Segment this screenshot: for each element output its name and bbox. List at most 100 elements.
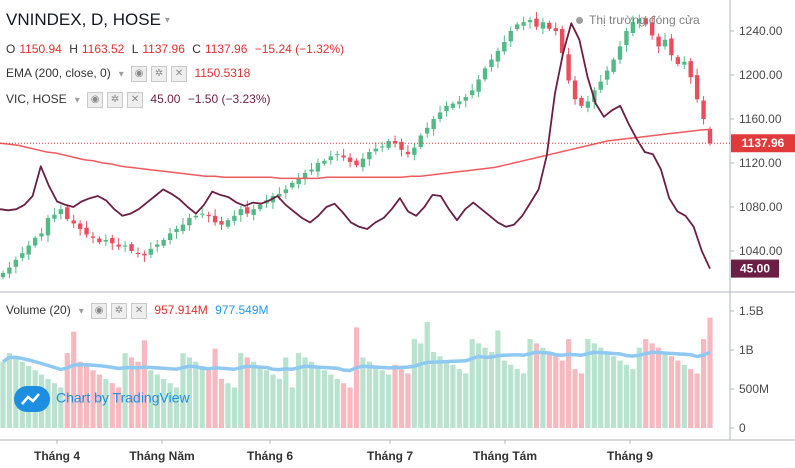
candle-body <box>32 237 38 246</box>
candle-body <box>598 81 603 90</box>
volume-bar <box>96 374 103 428</box>
chevron-down-icon[interactable]: ▾ <box>118 68 124 80</box>
ema-row: EMA (200, close, 0) ▾ ◉ ✲ ✕ 1150.5318 <box>6 66 254 82</box>
volume-bar <box>141 340 147 428</box>
candle-body <box>701 100 706 119</box>
volume-bar <box>405 373 411 428</box>
volume-bar <box>341 383 347 428</box>
x-tick-label: Tháng 6 <box>247 449 293 463</box>
candle-body <box>502 42 507 52</box>
candle-body <box>328 156 333 161</box>
ohlc-row: O 1150.94 H 1163.52 L 1137.96 C 1137.96 −15.… <box>6 42 348 56</box>
candle-body <box>26 245 31 255</box>
candle-body <box>245 207 250 214</box>
candle-body <box>585 101 591 108</box>
candle-body <box>322 160 327 164</box>
gear-icon[interactable]: ✲ <box>107 92 124 108</box>
volume-bar <box>572 369 578 428</box>
volume-bar <box>212 348 218 428</box>
vic-change: −1.50 (−3.23%) <box>187 92 271 107</box>
eye-icon[interactable]: ◉ <box>91 303 108 319</box>
volume-bar <box>533 343 540 428</box>
watermark-text: Chart by TradingView <box>56 389 190 406</box>
y-tick-label: 1040.00 <box>739 244 783 258</box>
candle-body <box>212 215 218 223</box>
candle-body <box>129 244 134 251</box>
candle-body <box>476 79 481 92</box>
candle-body <box>296 178 301 185</box>
candle-body <box>444 105 449 112</box>
volume-ma-line <box>2 350 711 373</box>
volume-bar <box>591 343 597 428</box>
volume-bar <box>431 351 437 428</box>
close-icon[interactable]: ✕ <box>127 92 144 108</box>
volume-bar <box>148 370 154 428</box>
candle-body <box>77 223 83 229</box>
candle-body <box>495 50 501 62</box>
volume-bar <box>321 370 327 428</box>
candle-body <box>52 214 57 219</box>
volume-bar <box>161 378 167 428</box>
volume-ma-value: 977.549M <box>215 303 269 318</box>
x-tick-label: Tháng Năm <box>129 449 194 463</box>
eye-icon[interactable]: ◉ <box>87 92 104 108</box>
candle-body <box>302 172 308 179</box>
close-icon[interactable]: ✕ <box>171 66 188 82</box>
change-value: −15.24 (−1.32%) <box>254 42 345 56</box>
candle-body <box>200 213 205 215</box>
close-icon[interactable]: ✕ <box>131 303 148 319</box>
vic-price-tag <box>731 259 779 278</box>
volume-bar <box>546 351 552 428</box>
volume-bar <box>308 361 315 428</box>
volume-bar <box>418 343 424 428</box>
candle-body <box>277 193 282 197</box>
candle-body <box>20 253 25 258</box>
volume-bar <box>83 365 90 428</box>
volume-bar <box>501 360 507 428</box>
vic-label[interactable]: VIC, HOSE <box>6 92 67 107</box>
o-label: O <box>6 42 16 56</box>
candle-body <box>206 214 211 216</box>
volume-bar <box>643 339 649 428</box>
volume-bar <box>553 356 559 428</box>
volume-bar <box>450 364 456 428</box>
symbol-label: VNINDEX, D, HOSE <box>6 10 161 29</box>
candle-body <box>527 20 533 23</box>
candle-body <box>58 209 64 215</box>
volume-bar <box>392 364 398 428</box>
chevron-down-icon[interactable]: ▾ <box>78 305 84 317</box>
volume-bar <box>411 339 417 428</box>
volume-bar <box>386 374 392 428</box>
candle-body <box>707 128 713 144</box>
volume-bar <box>103 378 109 428</box>
volume-bar <box>231 387 237 428</box>
volume-row: Volume (20) ▾ ◉ ✲ ✕ 957.914M 977.549M <box>6 303 273 319</box>
candle-body <box>315 163 321 172</box>
candle-body <box>611 59 616 72</box>
tradingview-watermark[interactable]: Chart by TradingView <box>14 386 190 412</box>
y-tick-label: 1160.00 <box>739 112 782 126</box>
candle-body <box>257 204 263 210</box>
last-price-label: 1137.96 <box>742 136 785 150</box>
candle-body <box>547 22 552 29</box>
eye-icon[interactable]: ◉ <box>131 66 148 82</box>
chevron-down-icon[interactable]: ▾ <box>74 94 80 106</box>
candle-body <box>238 209 244 216</box>
candle-body <box>450 103 456 108</box>
chevron-down-icon[interactable]: ▾ <box>164 15 170 27</box>
volume-bar <box>302 357 308 428</box>
volume-bar <box>566 339 572 428</box>
cloud-logo-icon <box>14 386 50 412</box>
candle-body <box>380 146 385 148</box>
candle-body <box>508 31 513 42</box>
candle-body <box>694 75 700 100</box>
volume-bar <box>128 357 135 428</box>
volume-bar <box>77 361 83 428</box>
volume-label[interactable]: Volume (20) <box>6 303 71 318</box>
x-tick-label: Tháng 4 <box>34 449 80 463</box>
gear-icon[interactable]: ✲ <box>151 66 168 82</box>
symbol-title[interactable]: VNINDEX, D, HOSE ▾ <box>6 10 170 30</box>
ema-label[interactable]: EMA (200, close, 0) <box>6 66 111 81</box>
gear-icon[interactable]: ✲ <box>111 303 128 319</box>
